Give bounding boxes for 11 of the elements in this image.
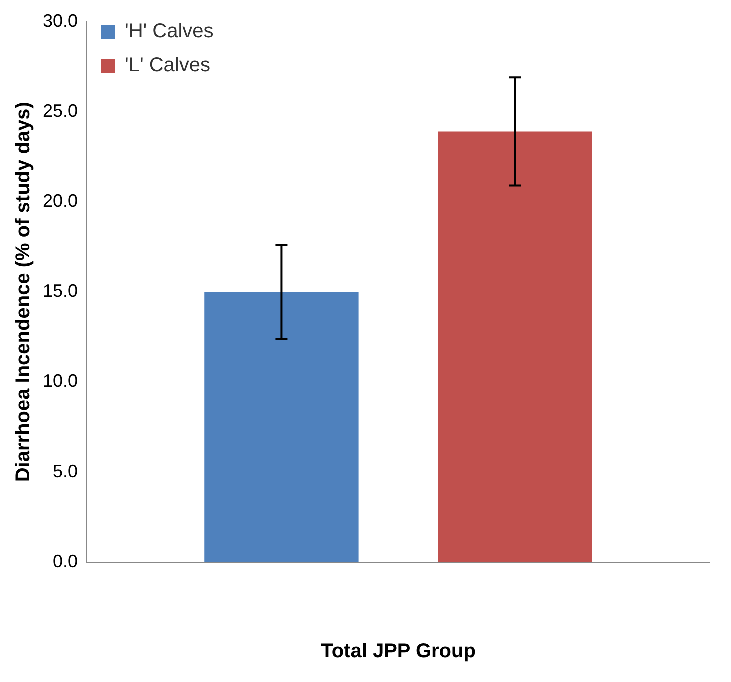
y-tick-label: 5.0 [53, 461, 78, 482]
x-axis-title: Total JPP Group [321, 640, 476, 663]
legend-label: 'H' Calves [125, 20, 214, 43]
y-tick-label: 25.0 [42, 100, 78, 121]
y-tick-label: 0.0 [53, 551, 78, 572]
y-tick-label: 20.0 [42, 190, 78, 211]
y-tick-label: 30.0 [42, 10, 78, 31]
y-axis-title: Diarrhoea Incendence (% of study days) [12, 102, 35, 482]
legend-label: 'L' Calves [125, 54, 210, 77]
y-tick-label: 10.0 [42, 371, 78, 392]
y-tick-label: 15.0 [42, 281, 78, 302]
